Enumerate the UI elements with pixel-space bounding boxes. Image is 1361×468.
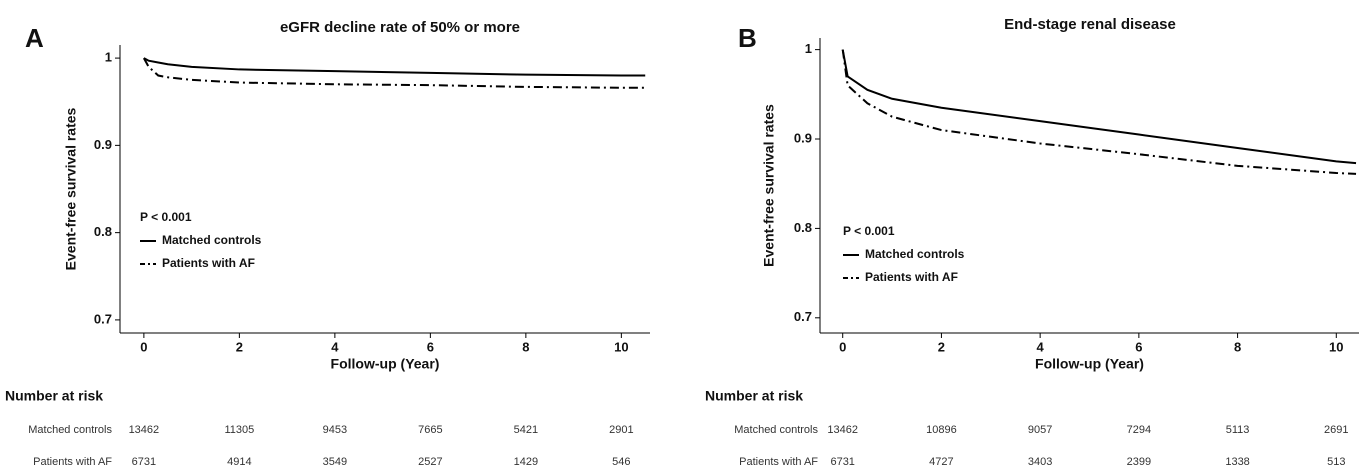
risk-count: 9057 bbox=[1028, 424, 1052, 436]
panel-label: A bbox=[25, 23, 44, 53]
y-tick-label: 0.9 bbox=[794, 130, 812, 145]
p-value: P < 0.001 bbox=[843, 224, 895, 238]
survival-curve bbox=[843, 50, 1356, 164]
risk-count: 6731 bbox=[132, 456, 156, 468]
y-axis-label: Event-free survival rates bbox=[63, 107, 79, 270]
chart-title: eGFR decline rate of 50% or more bbox=[280, 19, 520, 36]
y-tick-label: 0.9 bbox=[94, 137, 112, 152]
risk-count: 7665 bbox=[418, 424, 442, 436]
legend-label: Patients with AF bbox=[162, 256, 255, 270]
risk-count: 513 bbox=[1327, 456, 1345, 468]
risk-count: 7294 bbox=[1127, 424, 1151, 436]
risk-count: 5421 bbox=[514, 424, 538, 436]
risk-count: 13462 bbox=[827, 424, 858, 436]
risk-count: 11305 bbox=[224, 424, 254, 436]
risk-count: 1338 bbox=[1225, 456, 1249, 468]
panel-label: B bbox=[738, 23, 757, 53]
legend-label: Patients with AF bbox=[865, 270, 958, 284]
risk-count: 5113 bbox=[1226, 424, 1250, 436]
risk-count: 3549 bbox=[323, 456, 347, 468]
risk-count: 2691 bbox=[1324, 424, 1348, 436]
risk-row-name: Matched controls bbox=[28, 424, 112, 436]
x-tick-label: 2 bbox=[236, 339, 243, 354]
risk-title: Number at risk bbox=[5, 388, 103, 404]
x-tick-label: 2 bbox=[938, 339, 945, 354]
risk-count: 9453 bbox=[323, 424, 347, 436]
x-tick-label: 0 bbox=[140, 339, 147, 354]
y-tick-label: 1 bbox=[805, 41, 812, 56]
x-tick-label: 10 bbox=[1329, 339, 1343, 354]
y-tick-label: 0.7 bbox=[794, 309, 812, 324]
x-tick-label: 4 bbox=[331, 339, 339, 354]
survival-curve bbox=[843, 50, 1356, 174]
risk-count: 2901 bbox=[609, 424, 633, 436]
page: AeGFR decline rate of 50% or more 0.7 0.8 0… bbox=[0, 0, 1361, 468]
x-axis-label: Follow-up (Year) bbox=[1035, 356, 1144, 372]
y-axis-label: Event-free survival rates bbox=[761, 104, 777, 267]
x-tick-label: 6 bbox=[1135, 339, 1142, 354]
figure: AeGFR decline rate of 50% or more 0.7 0.8 0… bbox=[0, 0, 1361, 468]
p-value: P < 0.001 bbox=[140, 210, 192, 224]
risk-count: 2399 bbox=[1127, 456, 1151, 468]
risk-title: Number at risk bbox=[705, 388, 803, 404]
x-axis-label: Follow-up (Year) bbox=[331, 356, 440, 372]
risk-count: 6731 bbox=[830, 456, 854, 468]
y-tick-label: 0.7 bbox=[94, 311, 112, 326]
x-tick-label: 8 bbox=[522, 339, 529, 354]
x-tick-label: 4 bbox=[1037, 339, 1045, 354]
risk-count: 13462 bbox=[129, 424, 160, 436]
legend-label: Matched controls bbox=[162, 233, 262, 247]
y-tick-label: 1 bbox=[105, 50, 112, 65]
risk-count: 1429 bbox=[514, 456, 538, 468]
x-tick-label: 6 bbox=[427, 339, 434, 354]
risk-row-name: Matched controls bbox=[734, 424, 818, 436]
risk-count: 10896 bbox=[926, 424, 957, 436]
risk-count: 2527 bbox=[418, 456, 442, 468]
risk-count: 546 bbox=[612, 456, 630, 468]
risk-count: 4914 bbox=[227, 456, 251, 468]
risk-count: 3403 bbox=[1028, 456, 1052, 468]
risk-count: 4727 bbox=[929, 456, 953, 468]
survival-curve bbox=[144, 58, 645, 75]
x-tick-label: 0 bbox=[839, 339, 846, 354]
x-tick-label: 10 bbox=[614, 339, 628, 354]
x-tick-label: 8 bbox=[1234, 339, 1241, 354]
risk-row-name: Patients with AF bbox=[739, 456, 818, 468]
legend-label: Matched controls bbox=[865, 247, 965, 261]
chart-title: End-stage renal disease bbox=[1004, 16, 1176, 33]
risk-row-name: Patients with AF bbox=[33, 456, 112, 468]
y-tick-label: 0.8 bbox=[94, 224, 112, 239]
y-tick-label: 0.8 bbox=[794, 220, 812, 235]
